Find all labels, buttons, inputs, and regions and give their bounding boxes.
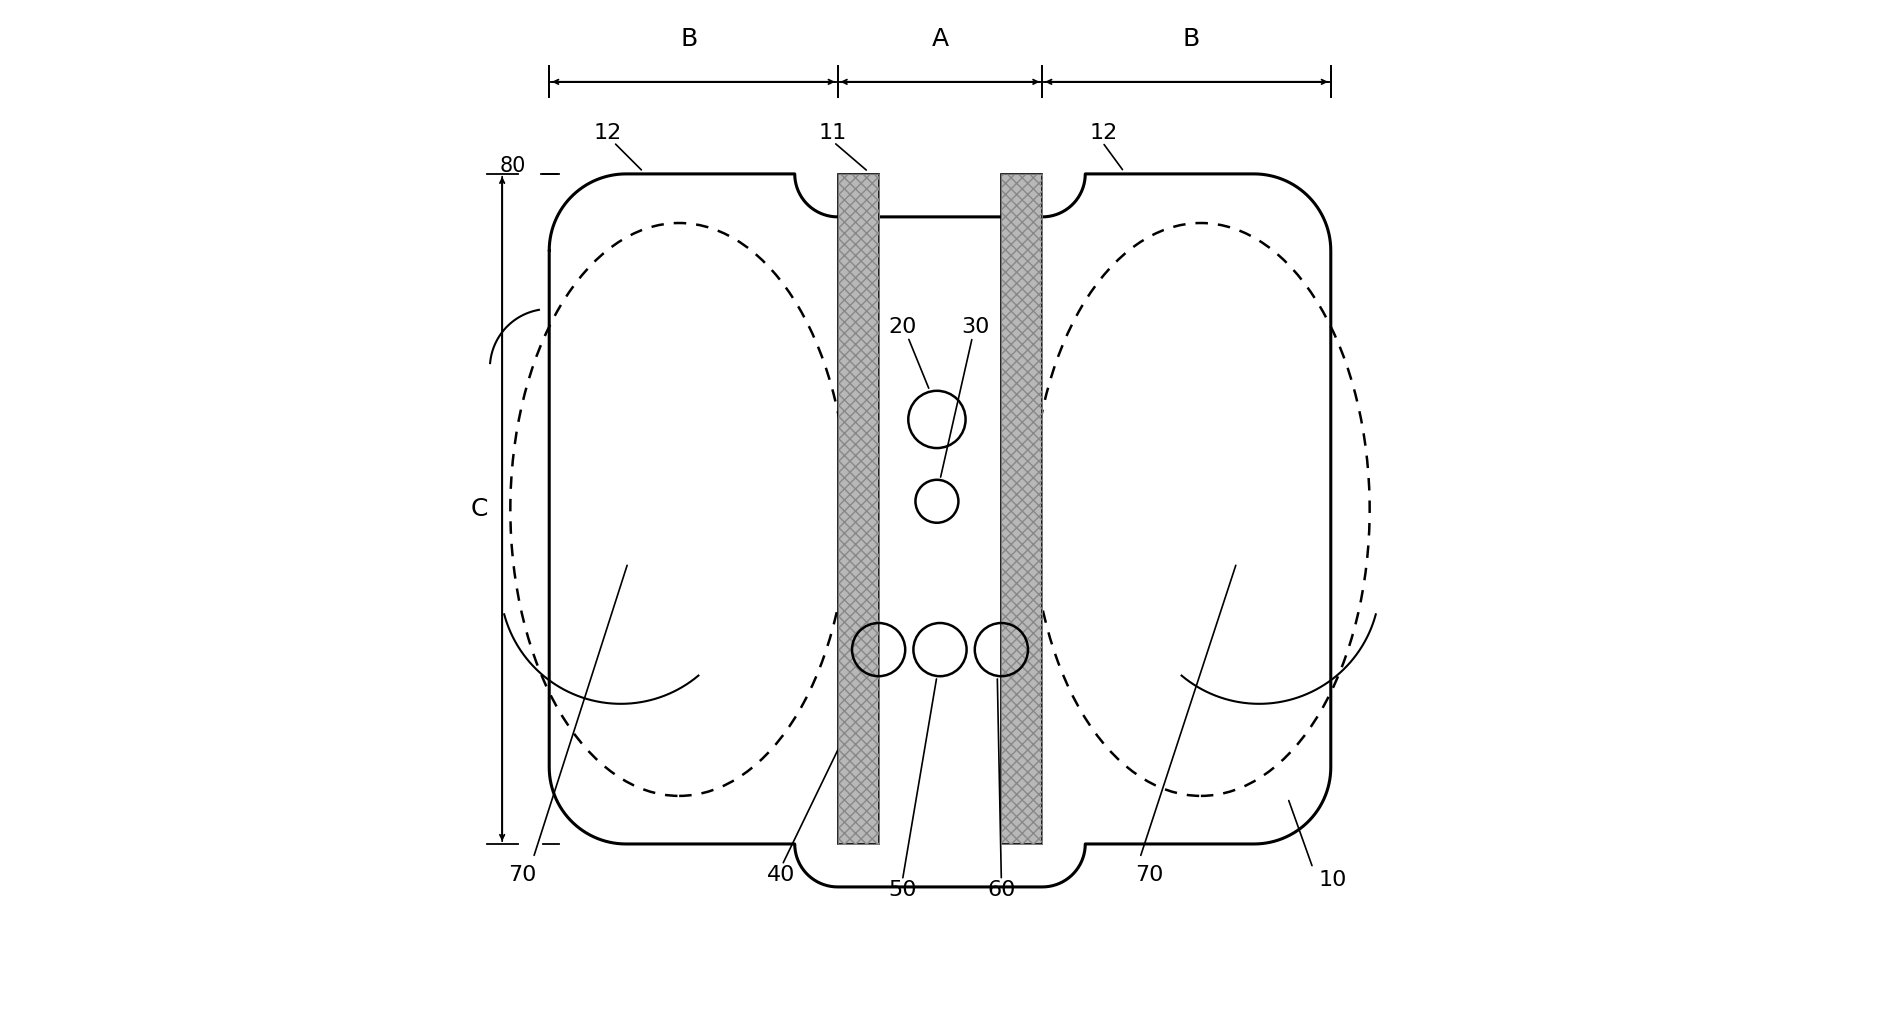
- Text: 70: 70: [508, 864, 538, 885]
- Text: 30: 30: [961, 317, 991, 338]
- Text: 20: 20: [887, 317, 916, 338]
- Text: 12: 12: [1090, 123, 1119, 143]
- Bar: [838, 174, 878, 844]
- Text: 50: 50: [887, 880, 916, 900]
- Text: B: B: [1183, 28, 1199, 51]
- Text: A: A: [931, 28, 949, 51]
- Text: 70: 70: [1136, 864, 1164, 885]
- Text: 11: 11: [818, 123, 846, 143]
- Text: 80: 80: [500, 155, 526, 176]
- Text: 40: 40: [767, 864, 795, 885]
- Text: 12: 12: [594, 123, 622, 143]
- Bar: [1002, 174, 1042, 844]
- Text: B: B: [681, 28, 697, 51]
- Text: 10: 10: [1318, 870, 1346, 890]
- Text: 60: 60: [987, 880, 1015, 900]
- Polygon shape: [549, 174, 1331, 887]
- Bar: [838, 174, 878, 844]
- Bar: [1002, 174, 1042, 844]
- Text: C: C: [470, 497, 487, 522]
